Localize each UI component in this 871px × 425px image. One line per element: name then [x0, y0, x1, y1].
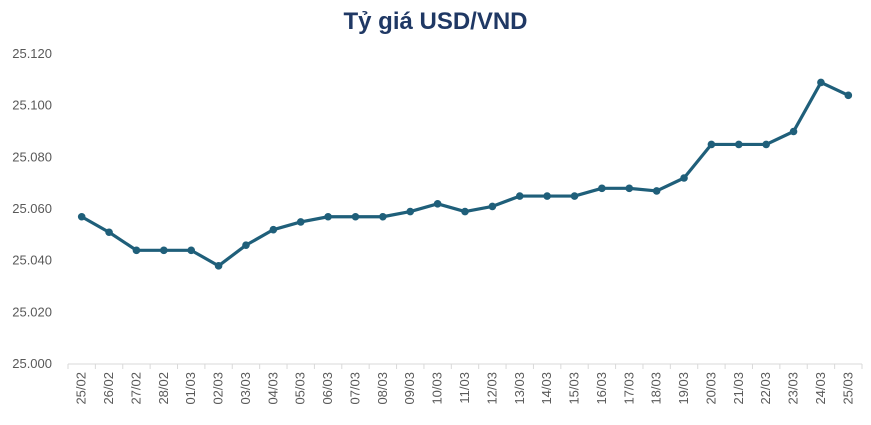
x-tick-label: 14/03 [539, 372, 554, 405]
x-tick-label: 09/03 [402, 372, 417, 405]
x-axis: 25/02 26/02 27/02 28/02 01/03 02/03 03/03 04/03… [67, 363, 863, 405]
y-tick-label: 25.120 [12, 46, 52, 61]
series-line [80, 80, 850, 268]
x-tick-label: 05/03 [293, 372, 308, 405]
data-point [652, 187, 661, 195]
data-point [680, 174, 688, 182]
x-tick-label: 07/03 [347, 372, 362, 405]
data-point [160, 246, 168, 255]
x-tick-label: 01/03 [183, 372, 198, 405]
data-point [77, 212, 86, 221]
y-tick-label: 25.000 [12, 356, 52, 371]
data-point [488, 202, 497, 211]
x-tick-label: 28/02 [156, 372, 171, 405]
x-tick-label: 13/03 [512, 372, 527, 405]
x-tick-label: 10/03 [430, 372, 445, 405]
x-tick-label: 03/03 [238, 372, 253, 405]
data-point [461, 207, 469, 216]
y-tick-label: 25.060 [12, 201, 52, 216]
data-point [598, 184, 606, 193]
data-point [351, 212, 360, 221]
y-axis: 25.000 25.020 25.040 25.060 25.080 25.100 25.1… [12, 46, 52, 371]
data-point [789, 127, 798, 136]
data-point [406, 207, 415, 216]
data-point [734, 140, 743, 149]
x-tick-label: 06/03 [320, 372, 335, 405]
data-point [379, 212, 387, 221]
data-point [515, 192, 524, 200]
x-tick-label: 24/03 [813, 372, 828, 405]
x-tick-label: 22/03 [758, 372, 773, 405]
data-point [570, 192, 579, 200]
data-point [324, 212, 332, 221]
data-point [132, 246, 141, 255]
x-tick-label: 16/03 [594, 372, 609, 405]
series-layer [77, 78, 853, 270]
x-tick-label: 17/03 [621, 372, 636, 405]
data-point [296, 218, 305, 226]
x-tick-label: 18/03 [649, 372, 664, 405]
y-tick-label: 25.100 [12, 98, 52, 113]
data-point [242, 241, 250, 249]
data-point [762, 140, 770, 149]
x-tick-label: 08/03 [375, 372, 390, 405]
x-tick-label: 20/03 [703, 372, 718, 405]
x-tick-label: 02/03 [211, 372, 226, 405]
data-point [543, 192, 551, 200]
data-point [844, 91, 853, 100]
x-tick-label: 21/03 [731, 372, 746, 405]
y-tick-label: 25.080 [12, 149, 52, 164]
data-point [817, 78, 825, 87]
data-point [187, 246, 196, 255]
data-point [707, 140, 716, 149]
data-point [625, 184, 634, 193]
data-point [269, 225, 278, 234]
x-tick-label: 27/02 [128, 372, 143, 405]
x-tick-label: 11/03 [457, 372, 472, 404]
x-tick-label: 15/03 [567, 372, 582, 405]
x-tick-label: 26/02 [101, 372, 116, 405]
x-tick-label: 19/03 [676, 372, 691, 405]
y-tick-label: 25.040 [12, 253, 52, 268]
data-point [105, 228, 113, 237]
chart-title: Tỷ giá USD/VND [343, 8, 528, 35]
x-tick-label: 12/03 [484, 372, 499, 405]
data-point [214, 262, 223, 270]
y-tick-label: 25.020 [12, 304, 52, 319]
x-tick-label: 25/02 [74, 372, 89, 405]
x-tick-label: 25/03 [840, 372, 855, 405]
x-tick-label: 04/03 [265, 372, 280, 405]
x-tick-label: 23/03 [786, 372, 801, 405]
data-point [433, 200, 442, 208]
